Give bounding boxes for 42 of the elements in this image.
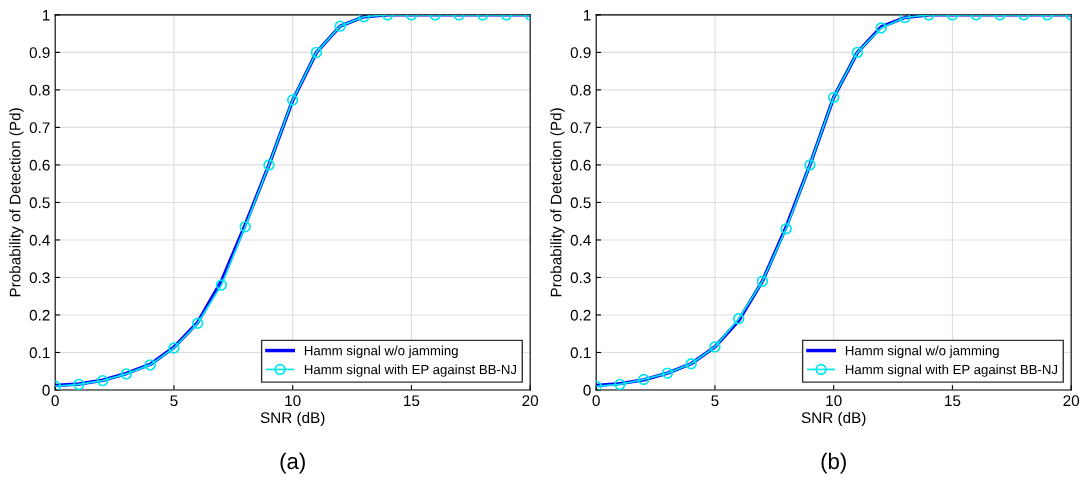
y-axis-title: Probability of Detection (Pd): [9, 108, 24, 297]
x-axis-title: SNR (dB): [801, 411, 866, 427]
y-tick-label: 0.5: [29, 197, 50, 209]
x-tick-label: 15: [945, 395, 961, 407]
y-tick-label: 0.3: [570, 272, 591, 284]
y-tick-label: 0.1: [570, 347, 591, 359]
y-tick-label: 0.2: [29, 309, 50, 321]
x-tick-label: 5: [170, 395, 178, 407]
x-tick-label: 0: [51, 395, 59, 407]
x-axis-title: SNR (dB): [260, 411, 325, 427]
y-tick-label: 0.6: [29, 159, 50, 171]
y-tick-label: 0: [583, 384, 591, 396]
x-tick-label: 20: [522, 395, 539, 407]
legend-label: Hamm signal with EP against BB-NJ: [845, 364, 1058, 377]
y-tick-label: 0.2: [570, 309, 591, 321]
x-tick-label: 15: [404, 395, 420, 407]
y-tick-label: 0: [42, 384, 50, 396]
y-tick-label: 0.8: [29, 84, 50, 96]
legend-label: Hamm signal w/o jamming: [304, 345, 458, 358]
y-tick-label: 0.4: [570, 234, 591, 246]
x-tick-label: 5: [711, 395, 719, 407]
y-tick-label: 0.1: [29, 347, 50, 359]
y-tick-label: 0.7: [29, 122, 50, 134]
y-tick-label: 0.5: [570, 197, 591, 209]
x-tick-label: 20: [1063, 395, 1080, 407]
y-tick-label: 0.3: [29, 272, 50, 284]
y-tick-label: 0.9: [570, 47, 591, 59]
legend-label: Hamm signal w/o jamming: [845, 345, 999, 358]
legend-label: Hamm signal with EP against BB-NJ: [304, 364, 517, 377]
y-tick-label: 0.7: [570, 122, 591, 134]
y-tick-label: 0.4: [29, 234, 50, 246]
y-tick-label: 0.9: [29, 47, 50, 59]
y-tick-label: 1: [583, 9, 591, 21]
y-tick-label: 0.6: [570, 159, 591, 171]
y-axis-title: Probability of Detection (Pd): [550, 108, 565, 297]
y-tick-label: 0.8: [570, 84, 591, 96]
x-tick-label: 10: [285, 395, 301, 407]
text: (b): [821, 452, 846, 474]
x-tick-label: 0: [592, 395, 600, 407]
x-tick-label: 10: [826, 395, 842, 407]
y-tick-label: 1: [42, 9, 50, 21]
text: (a): [280, 452, 305, 474]
